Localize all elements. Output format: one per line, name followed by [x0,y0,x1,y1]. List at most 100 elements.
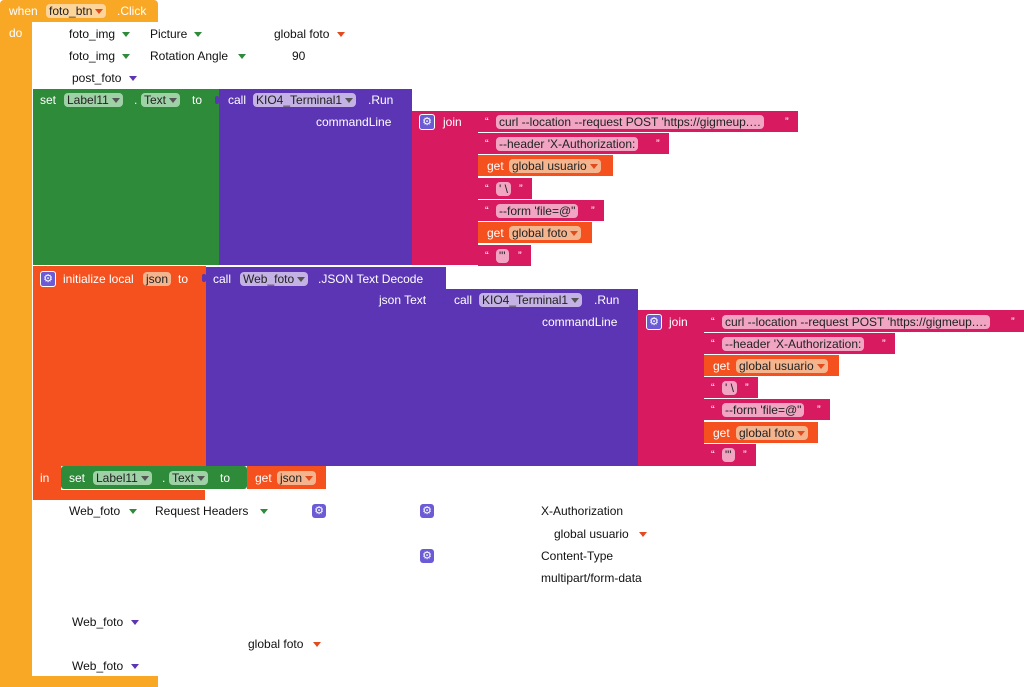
text-value[interactable]: --form 'file=@" [722,403,805,417]
close-quote: ” [785,116,789,128]
gear-icon[interactable]: ⚙ [420,549,434,563]
local-var-name-field[interactable]: json [143,272,172,286]
chevron-down-icon[interactable] [639,532,647,537]
close-quote: ” [1011,316,1015,328]
ghost-web-foto-2: Web_foto [72,615,124,629]
close-quote: ” [745,382,749,394]
set-label11-text-block[interactable] [33,89,220,265]
property-name: Text [144,93,167,107]
ghost-web-foto-1: Web_foto [69,504,121,518]
initialize-local-spine [33,466,61,490]
text-value[interactable]: --header 'X-Authorization: [722,337,865,351]
variable-dropdown[interactable]: global usuario [736,359,828,373]
dot-label: . [134,93,138,107]
chevron-down-icon [305,476,314,482]
chevron-down-icon[interactable] [122,54,130,59]
ghost-global-foto-2: global foto [248,637,304,651]
to-label: to [220,471,231,485]
component-dropdown-web-foto[interactable]: Web_foto [240,272,309,286]
gear-icon[interactable]: ⚙ [646,314,662,330]
initialize-local-footer [33,490,205,500]
initialize-local-block[interactable] [33,266,206,466]
close-quote: ” [656,138,660,150]
call-json-decode-block[interactable] [206,267,446,466]
chevron-down-icon [169,98,178,104]
open-quote: “ [711,382,715,394]
chevron-down-icon[interactable] [122,32,130,37]
set-label: set [40,93,57,107]
close-quote: ” [817,404,821,416]
text-value[interactable]: --header 'X-Authorization: [496,137,639,151]
chevron-down-icon[interactable] [337,32,345,37]
variable-dropdown[interactable]: global usuario [509,159,601,173]
component-name: Web_foto [243,272,295,286]
text-value[interactable]: curl --location --request POST 'https://… [496,115,765,129]
text-value[interactable]: ' \ [722,381,737,395]
text-value[interactable]: curl --location --request POST 'https://… [722,315,991,329]
text-value[interactable]: "' [722,448,735,462]
chevron-down-icon[interactable] [194,32,202,37]
variable-dropdown-json[interactable]: json [277,471,317,485]
to-label: to [178,272,189,286]
ghost-foto-img-2: foto_img [69,49,116,63]
ghost-foto-img-1: foto_img [69,27,116,41]
param-json-text: json Text [379,293,427,307]
component-dropdown-foto-btn[interactable]: foto_btn [46,4,107,18]
chevron-down-icon [111,98,120,104]
open-quote: “ [485,116,489,128]
chevron-down-icon [140,476,149,482]
component-dropdown-label11[interactable]: Label11 [93,471,152,485]
variable-name: json [280,471,303,485]
chevron-down-icon[interactable] [238,54,246,59]
chevron-down-icon[interactable] [129,76,137,81]
component-dropdown-kio4[interactable]: KIO4_Terminal1 [479,293,583,307]
chevron-down-icon[interactable] [129,509,137,514]
text-value[interactable]: "' [496,249,509,263]
property-dropdown-text[interactable]: Text [169,471,209,485]
chevron-down-icon[interactable] [313,642,321,647]
ghost-post-foto: post_foto [72,71,122,85]
open-quote: “ [485,205,489,217]
component-name: KIO4_Terminal1 [256,93,343,107]
text-value[interactable]: --form 'file=@" [496,204,579,218]
do-label: do [9,26,23,40]
variable-dropdown[interactable]: global foto [736,426,809,440]
method-name: .JSON Text Decode [318,272,424,286]
chevron-down-icon[interactable] [131,664,139,669]
close-quote: ” [519,183,523,195]
gear-icon[interactable]: ⚙ [419,114,435,130]
connector-notch [202,274,206,282]
join-block[interactable] [412,111,478,265]
gear-icon[interactable]: ⚙ [40,271,56,287]
chevron-down-icon[interactable] [260,509,268,514]
property-dropdown-text[interactable]: Text [141,93,181,107]
variable-name: global foto [739,426,795,440]
ghost-global-foto-1: global foto [274,27,330,41]
event-block-spine [0,22,32,687]
open-quote: “ [485,183,489,195]
ghost-multipart: multipart/form-data [541,571,642,585]
chevron-down-icon [345,98,354,104]
close-quote: ” [591,205,595,217]
component-dropdown-kio4[interactable]: KIO4_Terminal1 [253,93,357,107]
component-dropdown-label11[interactable]: Label11 [64,93,123,107]
chevron-down-icon [297,277,306,283]
call-kio4-run-block[interactable] [219,89,412,265]
text-value[interactable]: ' \ [496,182,511,196]
open-quote: “ [485,250,489,262]
call-label: call [454,293,473,307]
join-label: join [669,315,688,329]
to-label: to [192,93,203,107]
variable-dropdown[interactable]: global foto [509,226,582,240]
method-name: .Run [594,293,620,307]
gear-icon[interactable]: ⚙ [420,504,434,518]
connector-notch [215,96,219,104]
chevron-down-icon[interactable] [131,620,139,625]
join-block[interactable] [638,310,704,466]
call-kio4-run-block[interactable] [446,289,638,466]
get-label: get [713,359,730,373]
close-quote: ” [743,449,747,461]
get-label: get [255,471,272,485]
chevron-down-icon [816,364,825,370]
gear-icon[interactable]: ⚙ [312,504,326,518]
